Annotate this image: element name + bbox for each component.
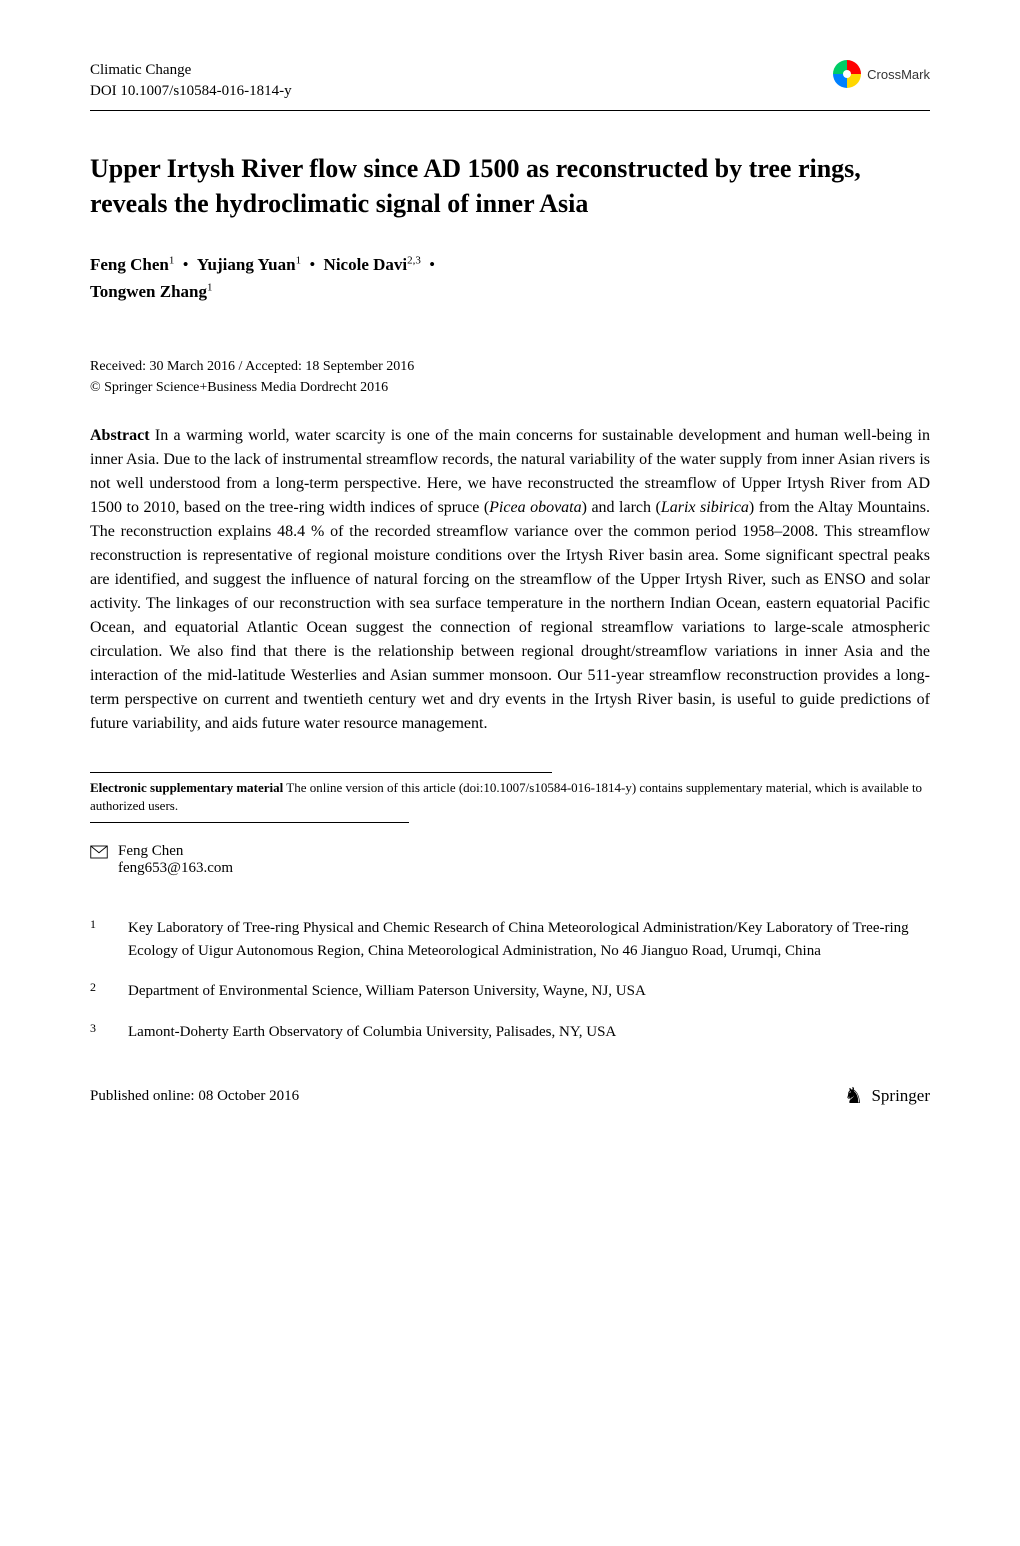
received-accepted: Received: 30 March 2016 / Accepted: 18 S… (90, 356, 930, 377)
envelope-icon (90, 845, 108, 859)
abstract-label: Abstract (90, 427, 150, 444)
affil-text-3: Lamont-Doherty Earth Observatory of Colu… (128, 1021, 930, 1044)
supplementary-divider-top (90, 772, 552, 773)
author-3-sup: 2,3 (407, 255, 421, 267)
header-divider (90, 110, 930, 111)
journal-name: Climatic Change (90, 60, 292, 81)
page-header: Climatic Change DOI 10.1007/s10584-016-1… (90, 60, 930, 102)
affil-num-3: 3 (90, 1019, 102, 1042)
affiliation-2: 2 Department of Environmental Science, W… (90, 980, 930, 1003)
author-separator: • (305, 255, 319, 274)
publisher-name: Springer (871, 1086, 930, 1106)
copyright-line: © Springer Science+Business Media Dordre… (90, 377, 930, 398)
article-title: Upper Irtysh River flow since AD 1500 as… (90, 151, 930, 221)
author-4-sup: 1 (207, 282, 213, 294)
springer-horse-icon: ♞ (844, 1083, 864, 1109)
author-3: Nicole Davi (324, 255, 408, 274)
affil-text-1: Key Laboratory of Tree-ring Physical and… (128, 917, 930, 962)
abstract: Abstract In a warming world, water scarc… (90, 424, 930, 736)
affil-num-1: 1 (90, 915, 102, 960)
page-footer: Published online: 08 October 2016 ♞ Spri… (90, 1083, 930, 1109)
date-block: Received: 30 March 2016 / Accepted: 18 S… (90, 356, 930, 398)
author-separator: • (178, 255, 192, 274)
crossmark-icon (833, 60, 861, 88)
doi-line: DOI 10.1007/s10584-016-1814-y (90, 81, 292, 102)
author-1-sup: 1 (169, 255, 175, 267)
corresponding-author: Feng Chen feng653@163.com (90, 843, 930, 877)
species-2: Larix sibirica (661, 499, 749, 516)
abstract-mid: ) and larch ( (582, 499, 661, 516)
species-1: Picea obovata (489, 499, 581, 516)
corresponding-name: Feng Chen (118, 843, 183, 860)
affil-num-2: 2 (90, 978, 102, 1001)
author-separator: • (425, 255, 435, 274)
author-4: Tongwen Zhang (90, 282, 207, 301)
crossmark-label: CrossMark (867, 67, 930, 82)
crossmark-badge[interactable]: CrossMark (833, 60, 930, 88)
author-1: Feng Chen (90, 255, 169, 274)
author-2-sup: 1 (296, 255, 302, 267)
affiliations: 1 Key Laboratory of Tree-ring Physical a… (90, 917, 930, 1043)
affiliation-1: 1 Key Laboratory of Tree-ring Physical a… (90, 917, 930, 962)
supplementary-divider-bottom (90, 822, 409, 823)
supplementary-label: Electronic supplementary material (90, 780, 283, 795)
affiliation-3: 3 Lamont-Doherty Earth Observatory of Co… (90, 1021, 930, 1044)
corresponding-email[interactable]: feng653@163.com (118, 860, 930, 877)
journal-info: Climatic Change DOI 10.1007/s10584-016-1… (90, 60, 292, 102)
affil-text-2: Department of Environmental Science, Wil… (128, 980, 930, 1003)
supplementary-block: Electronic supplementary material The on… (90, 779, 930, 817)
author-list: Feng Chen1 • Yujiang Yuan1 • Nicole Davi… (90, 251, 930, 305)
publisher-logo: ♞ Springer (844, 1083, 930, 1109)
author-2: Yujiang Yuan (197, 255, 296, 274)
published-online: Published online: 08 October 2016 (90, 1088, 299, 1105)
abstract-text-2: ) from the Altay Mountains. The reconstr… (90, 499, 930, 732)
